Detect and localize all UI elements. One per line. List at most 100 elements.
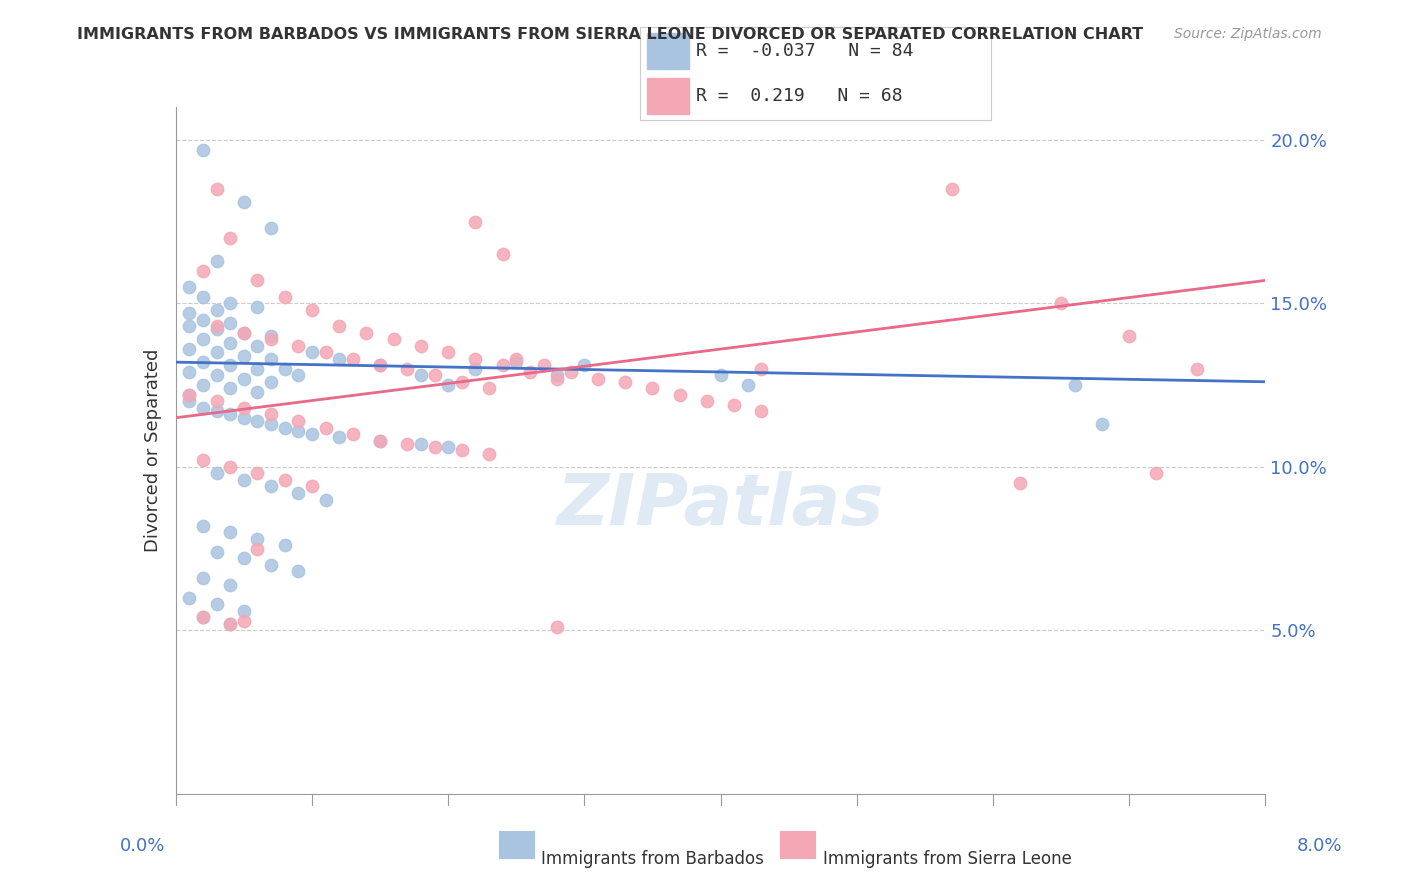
Text: 0.0%: 0.0% (120, 837, 165, 855)
Point (368, 359, 391, 373)
Point (179, 306, 201, 320)
Point (409, 339, 432, 353)
Point (219, 525, 242, 540)
Point (179, 280, 201, 294)
Point (478, 447, 501, 461)
Point (1050, 296, 1073, 310)
Point (287, 414, 309, 428)
Point (301, 302, 323, 317)
Point (274, 538, 297, 552)
Point (232, 326, 254, 340)
Point (274, 290, 297, 304)
Point (423, 368, 446, 383)
Point (205, 322, 228, 336)
Point (232, 614, 254, 628)
Point (260, 351, 283, 366)
Text: 8.0%: 8.0% (1298, 837, 1343, 855)
Point (274, 420, 297, 434)
Point (1187, 361, 1209, 376)
Point (191, 332, 214, 346)
Point (574, 359, 596, 373)
Point (219, 616, 242, 631)
Text: R =  0.219   N = 68: R = 0.219 N = 68 (696, 87, 903, 105)
Point (328, 351, 350, 366)
Point (260, 558, 283, 572)
Point (315, 492, 337, 507)
Point (368, 434, 391, 448)
Point (492, 359, 515, 373)
Point (464, 351, 486, 366)
Point (301, 427, 323, 442)
Point (191, 401, 214, 415)
Point (205, 182, 228, 196)
Point (205, 368, 228, 383)
Point (246, 300, 269, 314)
Point (505, 351, 527, 366)
Point (179, 591, 201, 605)
Point (464, 361, 486, 376)
Point (232, 551, 254, 566)
Point (191, 143, 214, 157)
Point (287, 565, 309, 579)
Point (219, 335, 242, 350)
Point (356, 326, 378, 340)
Point (205, 545, 228, 559)
Text: IMMIGRANTS FROM BARBADOS VS IMMIGRANTS FROM SIERRA LEONE DIVORCED OR SEPARATED C: IMMIGRANTS FROM BARBADOS VS IMMIGRANTS F… (77, 27, 1143, 42)
Point (246, 414, 269, 428)
Point (260, 417, 283, 432)
Bar (647, 33, 689, 69)
Point (409, 368, 432, 383)
Point (232, 604, 254, 618)
Point (737, 378, 759, 392)
Point (1063, 378, 1085, 392)
Y-axis label: Divorced or Separated: Divorced or Separated (143, 349, 162, 552)
Point (219, 359, 242, 373)
Point (1010, 476, 1032, 491)
Point (409, 437, 432, 451)
Point (205, 253, 228, 268)
Point (301, 18, 323, 32)
Point (710, 368, 733, 383)
Point (246, 532, 269, 546)
Point (409, 51, 432, 65)
Point (287, 486, 309, 500)
Point (219, 408, 242, 422)
Point (368, 359, 391, 373)
Point (219, 459, 242, 474)
Point (450, 375, 472, 389)
Point (437, 378, 460, 392)
Bar (647, 78, 689, 114)
Point (219, 316, 242, 330)
Point (1144, 467, 1167, 481)
Point (478, 381, 501, 395)
Point (246, 361, 269, 376)
Point (287, 339, 309, 353)
Point (205, 345, 228, 359)
Point (232, 371, 254, 385)
Point (287, 424, 309, 438)
Point (641, 381, 664, 395)
Point (179, 365, 201, 379)
Point (328, 319, 350, 334)
Point (396, 361, 419, 376)
Point (546, 620, 568, 634)
Point (382, 332, 405, 346)
Point (232, 473, 254, 487)
Point (368, 434, 391, 448)
Point (450, 443, 472, 458)
Point (546, 368, 568, 383)
Point (301, 345, 323, 359)
Point (505, 355, 527, 369)
Point (205, 467, 228, 481)
Point (1091, 417, 1114, 432)
Point (232, 326, 254, 340)
Point (246, 339, 269, 353)
Point (260, 408, 283, 422)
Point (315, 420, 337, 434)
Point (191, 312, 214, 326)
Point (191, 263, 214, 277)
Point (1118, 329, 1140, 343)
Point (342, 427, 364, 442)
Point (179, 319, 201, 334)
Point (396, 437, 419, 451)
